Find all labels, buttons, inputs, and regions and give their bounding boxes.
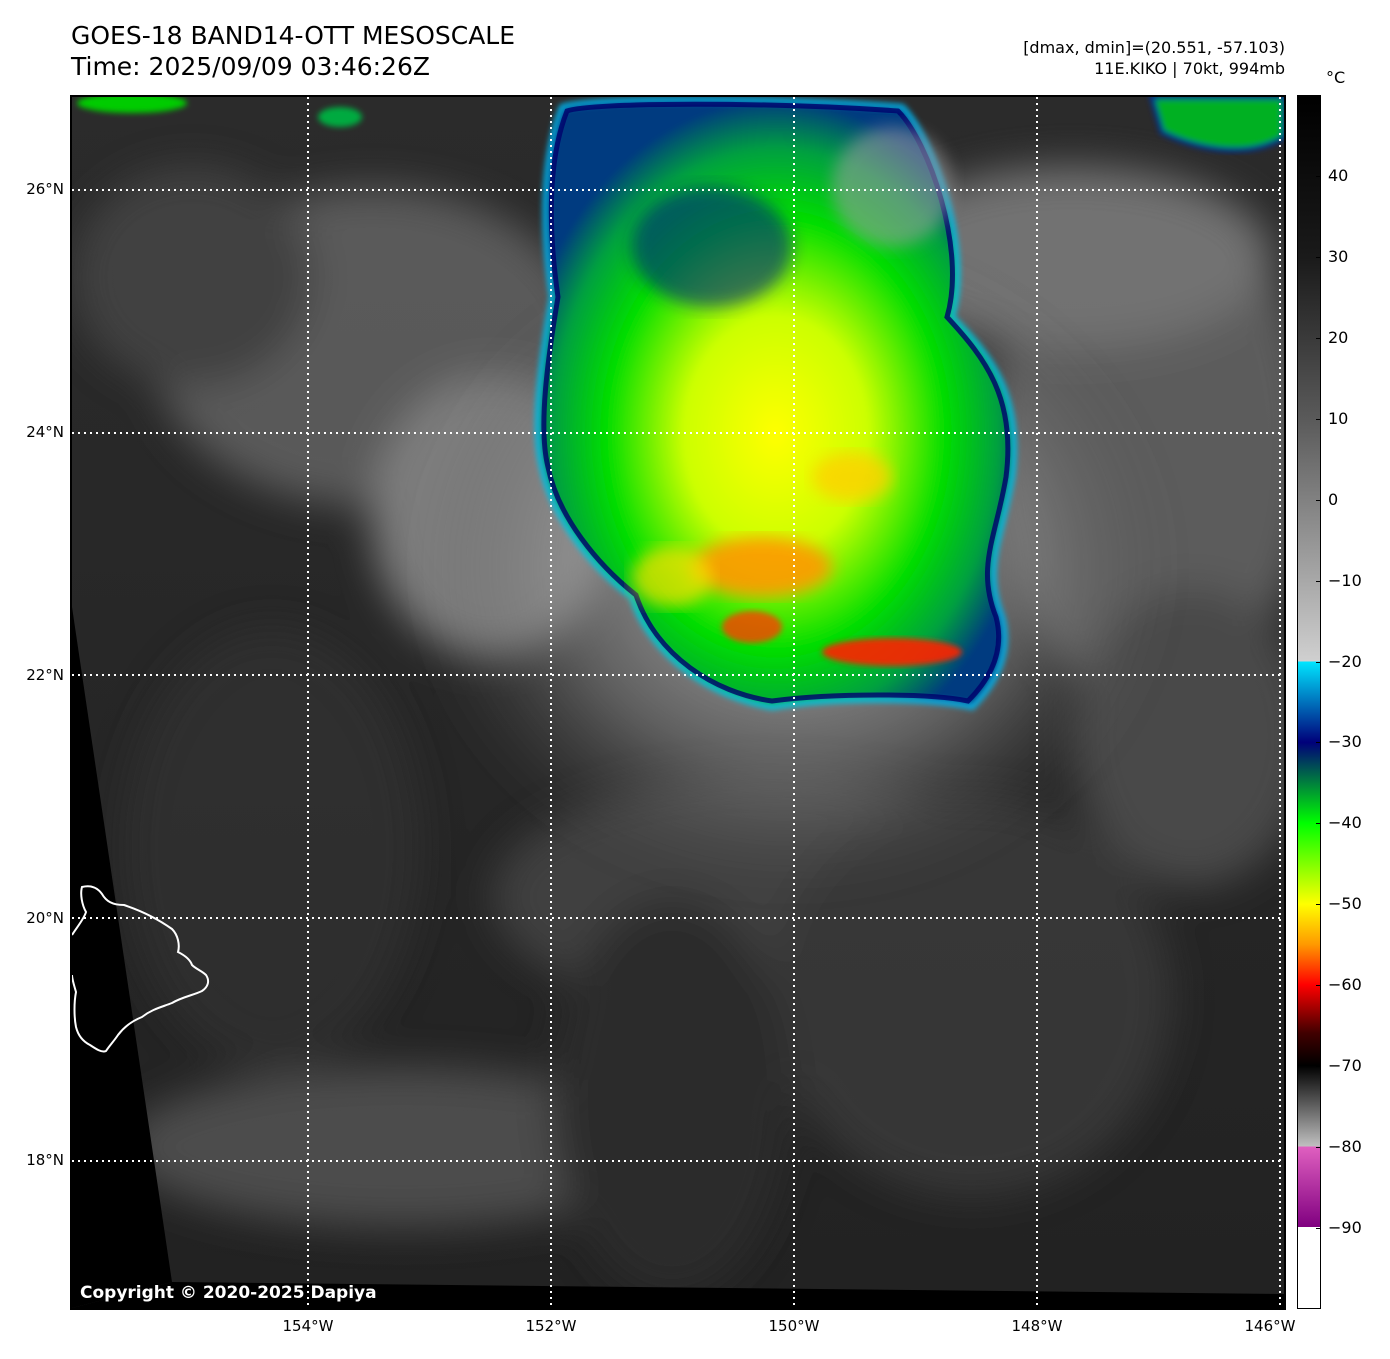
- lon-label-150W: 150°W: [768, 1317, 820, 1335]
- colorbar-tick-mark: [1316, 1147, 1321, 1149]
- colorbar-tick-mark: [1316, 499, 1321, 501]
- colorbar-tick-label: 30: [1328, 246, 1349, 266]
- colorbar-tick-mark: [1316, 904, 1321, 906]
- colorbar-tick-label: 40: [1328, 165, 1349, 185]
- copyright-notice: Copyright © 2020-2025 Dapiya: [80, 1283, 377, 1303]
- colorbar-tick-label: −80: [1328, 1137, 1362, 1157]
- lat-label-26N: 26°N: [26, 180, 64, 198]
- observation-time: Time: 2025/09/09 03:46:26Z: [71, 52, 430, 81]
- colorbar-tick-label: 20: [1328, 327, 1349, 347]
- colorbar-tick-mark: [1316, 1066, 1321, 1068]
- colorbar-tick-mark: [1316, 1228, 1321, 1230]
- chart-title: GOES-18 BAND14-OTT MESOSCALE: [71, 21, 516, 50]
- colorbar-tick-mark: [1316, 256, 1321, 258]
- lat-label-22N: 22°N: [26, 666, 64, 684]
- lat-label-24N: 24°N: [26, 423, 64, 441]
- lon-label-152W: 152°W: [525, 1317, 577, 1335]
- lon-label-148W: 148°W: [1011, 1317, 1063, 1335]
- colorbar-unit: °C: [1326, 68, 1346, 87]
- colorbar-tick-mark: [1316, 175, 1321, 177]
- lon-label-146W: 146°W: [1244, 1317, 1296, 1335]
- colorbar-tick-label: 0: [1328, 489, 1339, 509]
- colorbar-tick-label: −70: [1328, 1056, 1362, 1076]
- colorbar-tick-mark: [1316, 418, 1321, 420]
- lat-label-18N: 18°N: [26, 1151, 64, 1169]
- colorbar-tick-label: −90: [1328, 1218, 1362, 1238]
- colorbar-tick-mark: [1316, 742, 1321, 744]
- big-island-coastline: [72, 885, 210, 1053]
- satellite-map: Copyright © 2020-2025 Dapiya: [70, 95, 1286, 1310]
- temperature-colorbar: [1297, 95, 1321, 1309]
- dmax-dmin-readout: [dmax, dmin]=(20.551, -57.103): [1023, 38, 1285, 57]
- no-data-swath: [72, 607, 172, 1308]
- storm-info: 11E.KIKO | 70kt, 994mb: [1094, 59, 1285, 78]
- colorbar-tick-label: −40: [1328, 813, 1362, 833]
- north-convection-fragments: [77, 97, 1284, 153]
- lon-label-154W: 154°W: [282, 1317, 334, 1335]
- colorbar-tick-label: −60: [1328, 975, 1362, 995]
- colorbar-tick-mark: [1316, 823, 1321, 825]
- colorbar-tick-label: 10: [1328, 408, 1349, 428]
- colorbar-tick-mark: [1316, 337, 1321, 339]
- no-data-bottom-strip: [72, 1282, 1284, 1308]
- colorbar-tick-mark: [1316, 580, 1321, 582]
- satellite-imagery: [72, 97, 1284, 1308]
- colorbar-tick-label: −50: [1328, 894, 1362, 914]
- colorbar-tick-mark: [1316, 985, 1321, 987]
- colorbar-tick-mark: [1316, 661, 1321, 663]
- graticule: [72, 97, 1284, 1308]
- lat-label-20N: 20°N: [26, 909, 64, 927]
- colorbar-tick-label: −10: [1328, 570, 1362, 590]
- storm-convection: [534, 97, 1017, 711]
- colorbar-tick-label: −30: [1328, 732, 1362, 752]
- colorbar-tick-label: −20: [1328, 651, 1362, 671]
